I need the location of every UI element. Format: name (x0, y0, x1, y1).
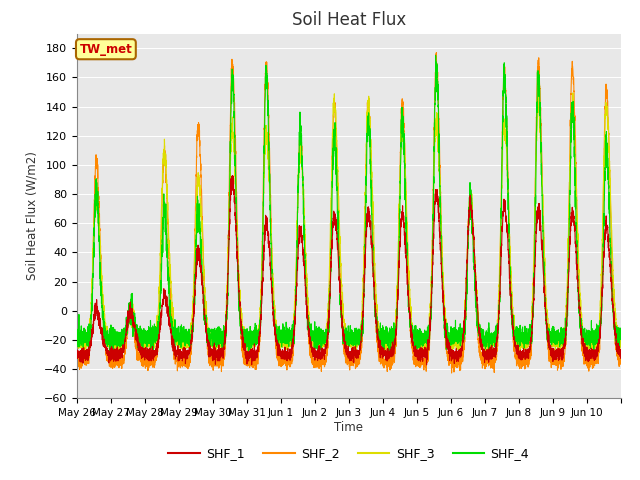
SHF_3 (498, 170, 506, 176)
SHF_2 (398, 103, 406, 109)
SHF_4 (186, 341, 193, 347)
SHF_4 (432, 53, 440, 59)
Line: SHF_4: SHF_4 (77, 56, 621, 357)
SHF_1 (186, 349, 193, 355)
SHF_3 (569, 90, 577, 96)
SHF_3 (455, 352, 463, 358)
SHF_2 (617, 360, 625, 365)
SHF_2 (73, 357, 81, 363)
SHF_2 (499, 138, 506, 144)
SHF_3 (369, 199, 377, 204)
SHF_2 (369, 232, 377, 238)
SHF_2 (433, 50, 440, 56)
SHF_4 (525, 335, 532, 340)
Y-axis label: Soil Heat Flux (W/m2): Soil Heat Flux (W/m2) (25, 152, 38, 280)
SHF_2 (525, 361, 532, 367)
SHF_3 (398, 130, 406, 136)
SHF_1 (525, 346, 532, 352)
SHF_1 (499, 223, 506, 229)
SHF_4 (398, 120, 406, 126)
SHF_1 (228, 173, 236, 179)
SHF_4 (150, 354, 157, 360)
SHF_4 (369, 253, 377, 259)
SHF_1 (398, 214, 406, 220)
Line: SHF_1: SHF_1 (77, 176, 621, 365)
SHF_3 (539, 192, 547, 197)
SHF_1 (539, 261, 547, 267)
SHF_1 (73, 352, 81, 358)
SHF_2 (448, 370, 456, 376)
X-axis label: Time: Time (334, 421, 364, 434)
SHF_4 (539, 228, 547, 234)
SHF_4 (499, 146, 506, 152)
SHF_2 (186, 357, 193, 363)
SHF_3 (186, 337, 193, 343)
Legend: SHF_1, SHF_2, SHF_3, SHF_4: SHF_1, SHF_2, SHF_3, SHF_4 (163, 442, 534, 465)
Line: SHF_2: SHF_2 (77, 53, 621, 373)
SHF_3 (73, 339, 81, 345)
SHF_3 (617, 345, 625, 351)
SHF_1 (369, 268, 377, 274)
SHF_4 (617, 334, 625, 339)
Title: Soil Heat Flux: Soil Heat Flux (292, 11, 406, 29)
SHF_3 (525, 342, 532, 348)
Text: TW_met: TW_met (79, 43, 132, 56)
SHF_1 (422, 362, 430, 368)
Line: SHF_3: SHF_3 (77, 93, 621, 355)
SHF_1 (617, 356, 625, 361)
SHF_4 (73, 333, 81, 338)
SHF_2 (539, 201, 547, 207)
